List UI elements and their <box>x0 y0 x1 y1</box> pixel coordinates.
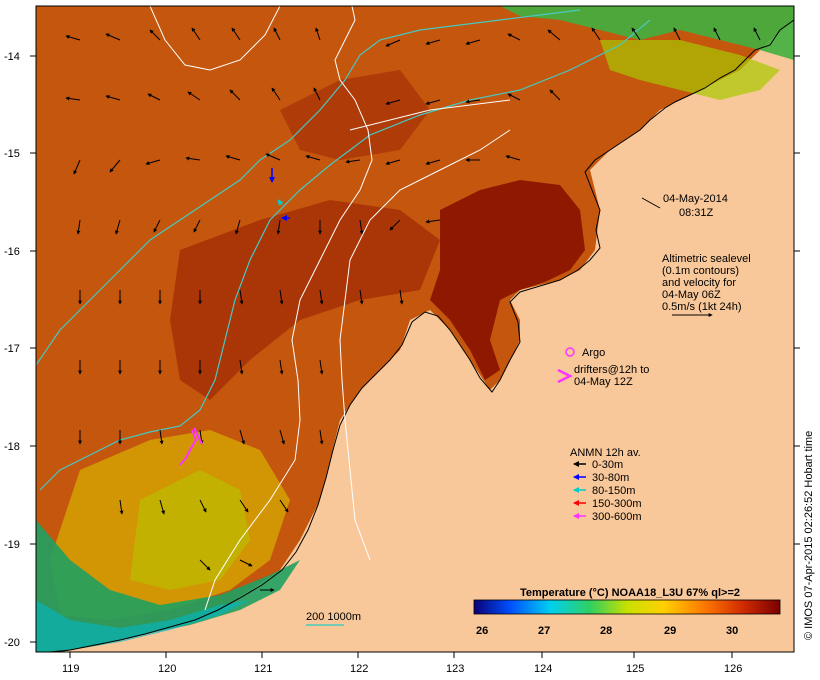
sealevel-contour-4 <box>349 99 511 131</box>
drifter-label-line: drifters@12h to <box>574 364 649 376</box>
timestamp-time: 08:31Z <box>679 207 714 219</box>
lon-tick-label: 126 <box>724 663 742 675</box>
colorbar-tick-label: 28 <box>600 625 612 637</box>
anmn-depth-label: 150-300m <box>592 498 642 510</box>
isobath-1000m <box>39 19 651 491</box>
cold-zone-northeast <box>500 6 794 60</box>
side-credit: © IMOS 07-Apr-2015 02:26:52 Hobart time <box>803 431 815 640</box>
isobath-200m <box>36 9 581 366</box>
anmn-depth-label: 30-80m <box>592 472 629 484</box>
argo-label: Argo <box>582 347 605 359</box>
colorbar-tick-label: 29 <box>664 625 676 637</box>
colorbar-tick-label: 30 <box>726 625 738 637</box>
drifter-chevron-icon <box>557 368 573 384</box>
cold-coastal-band-cyan <box>36 600 250 652</box>
map-canvas <box>36 6 794 652</box>
colorbar-tick-label: 26 <box>476 625 488 637</box>
altimetry-legend-line: and velocity for <box>662 277 736 289</box>
colorbar-tick-label: 27 <box>538 625 550 637</box>
colorbar: Temperature (°C) NOAA18_L3U 67% ql>=2 26… <box>473 587 781 637</box>
anmn-depth-label: 0-30m <box>592 459 623 471</box>
lon-tick-label: 122 <box>350 663 368 675</box>
argo-legend: Argo drifters@12h to 04-May 12Z <box>557 347 649 388</box>
coastline <box>49 19 794 652</box>
timestamp-date: 04-May-2014 <box>663 193 728 205</box>
anmn-legend-title: ANMN 12h av. <box>570 447 641 459</box>
lon-tick-label: 119 <box>62 663 80 675</box>
anmn-depth-label: 300-600m <box>592 511 642 523</box>
lat-tick-label: -20 <box>4 637 20 649</box>
lon-tick-label: 123 <box>446 663 464 675</box>
altimetry-legend-line: 04-May 06Z <box>662 289 721 301</box>
argo-marker-icon <box>565 347 575 357</box>
sealevel-contour-2 <box>204 6 373 611</box>
map-border <box>35 5 795 653</box>
lat-tick-label: -18 <box>4 441 20 453</box>
lat-tick-label: -19 <box>4 539 20 551</box>
lon-tick-label: 120 <box>158 663 176 675</box>
cold-zone-northeast2 <box>600 40 780 100</box>
lat-tick-label: -14 <box>4 51 20 63</box>
altimetry-legend-line: 0.5m/s (1kt 24h) <box>662 301 741 313</box>
cold-coastal-band <box>36 520 300 652</box>
colorbar-gradient <box>473 599 781 615</box>
altimetry-legend-line: (0.1m contours) <box>662 265 739 277</box>
anmn-depth-label: 80-150m <box>592 485 635 497</box>
anmn-legend: ANMN 12h av. 0-30m 30-80m 80-150m 150-30… <box>570 447 642 523</box>
velocity-arrows <box>65 27 761 592</box>
warm-core-region <box>430 180 585 380</box>
sealevel-contour-1 <box>149 6 281 71</box>
altimetry-legend-line: Altimetric sealevel <box>662 253 751 265</box>
lon-tick-label: 125 <box>626 663 644 675</box>
axis-ticks <box>30 55 800 658</box>
colorbar-title: Temperature (°C) NOAA18_L3U 67% ql>=2 <box>520 587 740 599</box>
anmn-arrows <box>269 168 290 221</box>
warm-band <box>170 200 440 400</box>
timestamp-pointer <box>641 197 661 209</box>
sealevel-contour-3 <box>339 129 511 561</box>
lat-tick-label: -17 <box>4 343 20 355</box>
lat-tick-label: -16 <box>4 246 20 258</box>
lon-tick-label: 121 <box>254 663 272 675</box>
drifter-label-line: 04-May 12Z <box>574 376 633 388</box>
isobath-legend-label: 200 1000m <box>306 611 361 623</box>
altimetry-legend: Altimetric sealevel (0.1m contours) and … <box>662 253 751 317</box>
warm-band-north <box>280 70 430 160</box>
lon-tick-label: 124 <box>534 663 552 675</box>
argo-drifter-tracks <box>179 427 203 466</box>
lat-tick-label: -15 <box>4 148 20 160</box>
